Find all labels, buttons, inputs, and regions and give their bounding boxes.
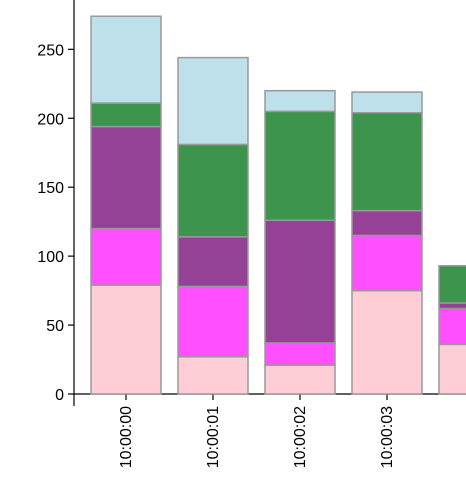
x-tick-label: 10:00:00 bbox=[118, 406, 135, 468]
bars bbox=[90, 15, 466, 395]
bar-segment bbox=[177, 285, 249, 358]
bar-segment bbox=[90, 125, 162, 230]
x-tick-label: 10:00:01 bbox=[205, 406, 222, 468]
bar-segment bbox=[177, 356, 249, 395]
bar-segment bbox=[264, 342, 336, 366]
bar-segment bbox=[177, 56, 249, 146]
bar-segment bbox=[438, 302, 466, 310]
bar-stack bbox=[177, 56, 249, 395]
x-tick-label: 10:00:02 bbox=[292, 406, 309, 468]
y-tick-label: 0 bbox=[55, 387, 64, 404]
bar-stack bbox=[438, 265, 466, 395]
bar-stack bbox=[351, 91, 423, 395]
y-tick-label: 200 bbox=[37, 111, 64, 128]
bar-segment bbox=[264, 110, 336, 222]
y-tick-label: 150 bbox=[37, 180, 64, 197]
bar-segment bbox=[351, 234, 423, 292]
bar-segment bbox=[264, 219, 336, 344]
bar-segment bbox=[90, 227, 162, 286]
x-tick-label: 10:00:03 bbox=[379, 406, 396, 468]
bar-segment bbox=[264, 89, 336, 113]
y-tick-label: 50 bbox=[46, 318, 64, 335]
bar-segment bbox=[351, 209, 423, 237]
y-axis: 0 50 100 150 200 250 bbox=[37, 0, 75, 404]
bar-segment bbox=[264, 364, 336, 395]
bar-segment bbox=[351, 111, 423, 212]
bar-segment bbox=[351, 289, 423, 395]
bar-segment bbox=[177, 143, 249, 238]
bar-segment bbox=[438, 343, 466, 395]
bar-segment bbox=[438, 307, 466, 346]
bar-segment bbox=[90, 15, 162, 104]
bar-segment bbox=[177, 236, 249, 288]
bar-segment bbox=[90, 102, 162, 128]
bar-segment bbox=[351, 91, 423, 114]
bar-segment bbox=[438, 265, 466, 304]
bar-segment bbox=[90, 284, 162, 395]
bar-stack bbox=[90, 15, 162, 395]
y-tick-label: 250 bbox=[37, 42, 64, 59]
bar-stack bbox=[264, 89, 336, 395]
y-tick-label: 100 bbox=[37, 249, 64, 266]
